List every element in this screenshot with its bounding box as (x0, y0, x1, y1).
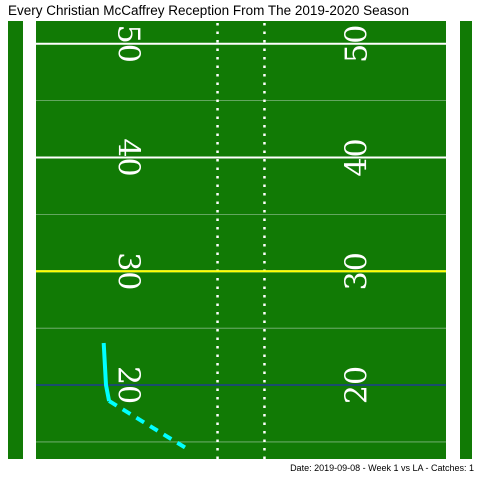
left-sideline-border (23, 21, 36, 459)
route-before-catch (101, 342, 112, 402)
right-sideline-border (446, 21, 460, 459)
yard-label-left-20: 20 (111, 366, 146, 404)
chart-title: Every Christian McCaffrey Reception From… (8, 3, 409, 18)
yard-number-labels: 50 50 40 40 30 30 20 20 (111, 25, 375, 404)
field-background (8, 21, 472, 459)
yard-label-right-20: 20 (340, 366, 375, 404)
yard-label-right-40: 40 (340, 138, 375, 176)
yard-label-left-40: 40 (111, 138, 146, 176)
yard-label-left-50: 50 (111, 25, 146, 63)
yard-label-right-50: 50 (340, 25, 375, 63)
game-caption: Date: 2019-09-08 - Week 1 vs LA - Catche… (290, 463, 474, 473)
reception-routes (101, 342, 187, 450)
yard-label-left-30: 30 (111, 252, 146, 290)
yard-label-right-30: 30 (340, 252, 375, 290)
